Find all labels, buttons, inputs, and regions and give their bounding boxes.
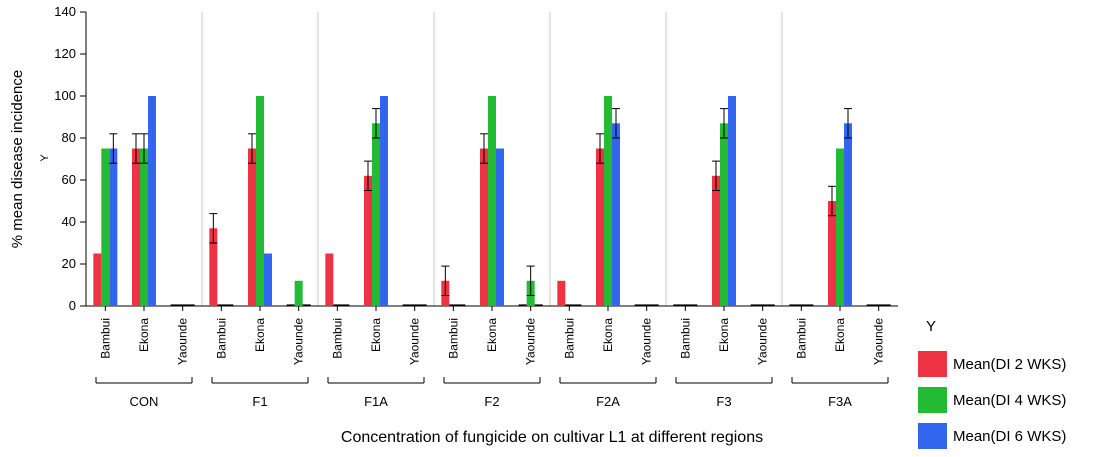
y-tick-label: 140 <box>54 4 76 19</box>
y-tick-label: 120 <box>54 46 76 61</box>
y-tick-label: 80 <box>62 130 76 145</box>
y-inner-label: Y <box>39 154 51 162</box>
category-label: Ekona <box>369 318 383 352</box>
bar <box>844 123 852 306</box>
bar <box>101 148 110 306</box>
bar <box>132 148 140 306</box>
category-label: Ekona <box>601 318 615 352</box>
bar <box>828 201 836 306</box>
bar <box>480 148 488 306</box>
legend-label-dl6: Mean(DI 6 WKS) <box>953 427 1067 445</box>
legend-label-dl2: Mean(DI 2 WKS) <box>953 355 1067 373</box>
y-axis-title: % mean disease incidence <box>9 70 26 248</box>
y-tick-label: 100 <box>54 88 76 103</box>
legend-swatch-dl2 <box>918 351 947 377</box>
bar <box>148 96 156 306</box>
bar <box>140 148 148 306</box>
bar <box>256 96 264 306</box>
legend-swatch-dl4 <box>918 387 947 413</box>
category-label: Bambui <box>98 318 112 359</box>
bar <box>325 253 334 306</box>
category-label: Bambui <box>562 318 576 359</box>
bar <box>720 123 728 306</box>
bar-chart: 0 20 40 60 80 100 120 140 % mean disease inciden… <box>9 4 898 446</box>
bar <box>712 175 720 306</box>
bar <box>364 175 372 306</box>
category-label: Bambui <box>446 318 460 359</box>
bar <box>372 123 380 306</box>
group-label: CON <box>130 394 159 409</box>
bar <box>836 148 844 306</box>
bar <box>604 96 612 306</box>
group-label: F3A <box>828 394 852 409</box>
legend: Y Mean(DI 2 WKS) Mean(DI 4 WKS) Mean(DI … <box>918 318 1105 457</box>
group-label: F1 <box>252 394 267 409</box>
legend-swatch-dl6 <box>918 423 947 449</box>
bar <box>264 253 272 306</box>
bar <box>557 280 566 306</box>
bar <box>612 123 620 306</box>
bar <box>728 96 736 306</box>
category-label: Ekona <box>253 318 267 352</box>
chart-container: 0 20 40 60 80 100 120 140 % mean disease inciden… <box>9 4 1066 449</box>
y-tick-label: 40 <box>62 214 76 229</box>
category-label: Yaounde <box>176 318 190 365</box>
category-label: Bambui <box>794 318 808 359</box>
y-tick-label: 20 <box>62 256 76 271</box>
bar <box>109 148 118 306</box>
category-label: Yaounde <box>872 318 886 365</box>
legend-item-dl4: Mean(DI 4 WKS) <box>918 385 1105 415</box>
bar <box>93 253 102 306</box>
bar <box>248 148 256 306</box>
legend-title: Y <box>926 318 937 335</box>
category-label: Bambui <box>330 318 344 359</box>
category-label: Bambui <box>214 318 228 359</box>
group-label: F2A <box>596 394 620 409</box>
category-label: Yaounde <box>756 318 770 365</box>
category-label: Ekona <box>833 318 847 352</box>
x-axis-title: Concentration of fungicide on cultivar L… <box>341 429 763 446</box>
bar <box>596 148 604 306</box>
category-label: Ekona <box>717 318 731 352</box>
y-tick-label: 0 <box>69 298 76 313</box>
category-label: Ekona <box>137 318 151 352</box>
group-label: F3 <box>716 394 731 409</box>
category-label: Yaounde <box>408 318 422 365</box>
category-label: Ekona <box>485 318 499 352</box>
legend-label-dl4: Mean(DI 4 WKS) <box>953 391 1067 409</box>
y-tick-label: 60 <box>62 172 76 187</box>
group-label: F2 <box>484 394 499 409</box>
category-label: Yaounde <box>640 318 654 365</box>
bar <box>294 280 303 306</box>
bar <box>496 148 504 306</box>
bar <box>380 96 388 306</box>
legend-item-dl6: Mean(DI 6 WKS) <box>918 421 1105 451</box>
group-label: F1A <box>364 394 388 409</box>
category-label: Yaounde <box>524 318 538 365</box>
legend-item-dl2: Mean(DI 2 WKS) <box>918 349 1105 379</box>
category-label: Yaounde <box>292 318 306 365</box>
category-label: Bambui <box>678 318 692 359</box>
bar <box>209 228 218 306</box>
bar <box>488 96 496 306</box>
